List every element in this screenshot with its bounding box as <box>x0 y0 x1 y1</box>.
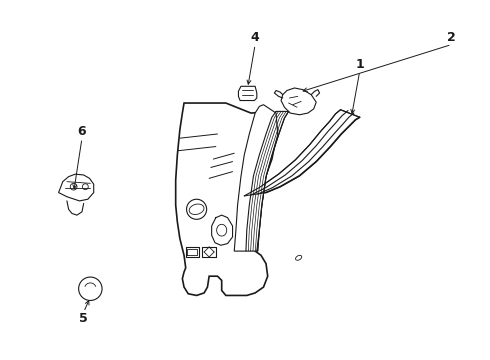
Polygon shape <box>59 174 94 201</box>
Text: 4: 4 <box>251 31 260 44</box>
Polygon shape <box>176 103 278 296</box>
Text: 1: 1 <box>355 58 364 71</box>
Text: 5: 5 <box>79 312 88 325</box>
Polygon shape <box>234 105 278 251</box>
Text: 6: 6 <box>78 125 86 138</box>
Polygon shape <box>281 88 316 115</box>
Polygon shape <box>245 110 360 196</box>
Polygon shape <box>239 86 257 100</box>
Text: 3: 3 <box>489 163 490 176</box>
Polygon shape <box>246 111 289 251</box>
Text: 2: 2 <box>447 31 456 44</box>
